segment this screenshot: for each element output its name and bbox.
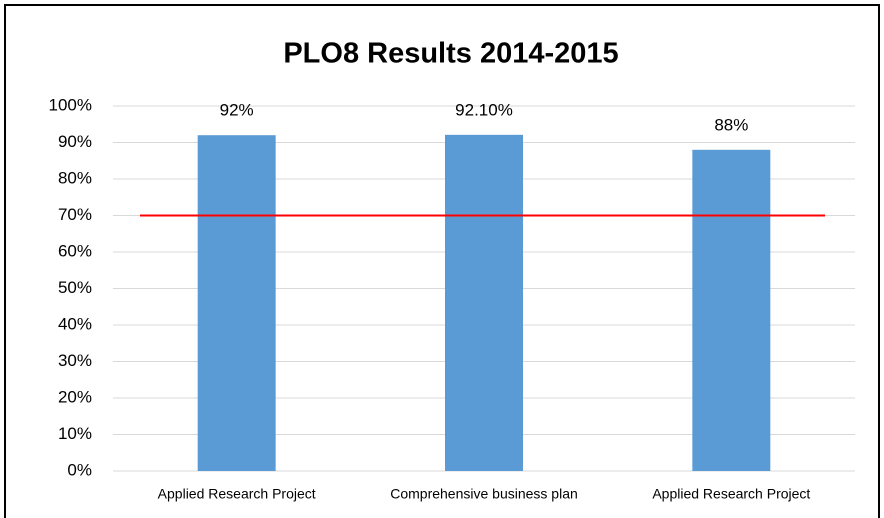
y-tick-label: 50% [58,278,92,297]
y-tick-label: 100% [49,95,92,114]
y-tick-label: 90% [58,132,92,151]
data-label: 92% [220,101,254,120]
data-label: 92.10% [455,100,513,119]
y-tick-label: 80% [58,168,92,187]
x-tick-label: Comprehensive business plan [390,486,578,502]
y-tick-label: 20% [58,387,92,406]
chart-title: PLO8 Results 2014-2015 [283,38,618,70]
bar [692,149,771,472]
data-label: 88% [714,115,748,134]
x-tick-label: Applied Research Project [652,486,810,502]
y-tick-label: 70% [58,205,92,224]
bar [197,135,276,471]
y-tick-label: 0% [67,460,92,479]
y-tick-label: 40% [58,314,92,333]
y-tick-label: 10% [58,424,92,443]
y-tick-label: 60% [58,241,92,260]
x-tick-label: Applied Research Project [158,486,316,502]
y-tick-label: 30% [58,351,92,370]
bar [445,134,523,471]
